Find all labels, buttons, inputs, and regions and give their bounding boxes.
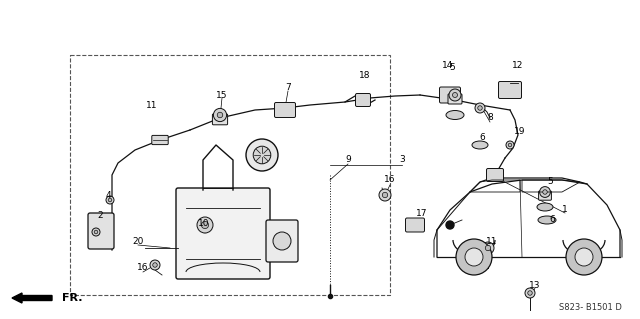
Circle shape	[482, 242, 494, 254]
Text: 1: 1	[562, 205, 568, 214]
Text: 5: 5	[449, 63, 455, 72]
Circle shape	[382, 192, 388, 198]
FancyBboxPatch shape	[152, 135, 168, 145]
Circle shape	[246, 139, 278, 171]
Text: 3: 3	[399, 155, 405, 165]
Circle shape	[485, 245, 491, 251]
Circle shape	[477, 106, 483, 110]
FancyBboxPatch shape	[539, 191, 552, 200]
Ellipse shape	[537, 203, 553, 211]
Text: 9: 9	[345, 155, 351, 165]
Circle shape	[108, 198, 112, 202]
Text: 7: 7	[285, 84, 291, 93]
Circle shape	[540, 187, 550, 197]
Text: 11: 11	[147, 100, 157, 109]
Text: 2: 2	[97, 211, 103, 219]
Text: 20: 20	[132, 238, 144, 247]
Circle shape	[452, 93, 458, 98]
Circle shape	[92, 228, 100, 236]
Circle shape	[543, 190, 547, 194]
Circle shape	[566, 239, 602, 275]
Text: 14: 14	[442, 61, 454, 70]
Circle shape	[465, 248, 483, 266]
FancyBboxPatch shape	[486, 168, 504, 182]
Circle shape	[94, 230, 98, 234]
Text: 8: 8	[487, 114, 493, 122]
Text: 16: 16	[384, 175, 396, 184]
Text: 11: 11	[486, 238, 498, 247]
Circle shape	[150, 260, 160, 270]
FancyBboxPatch shape	[266, 220, 298, 262]
Text: 4: 4	[105, 191, 111, 201]
Text: 10: 10	[198, 219, 210, 228]
Circle shape	[197, 217, 213, 233]
Text: 17: 17	[416, 209, 428, 218]
FancyBboxPatch shape	[355, 93, 371, 107]
Ellipse shape	[472, 141, 488, 149]
Text: 6: 6	[549, 216, 555, 225]
FancyBboxPatch shape	[448, 94, 462, 104]
Circle shape	[379, 189, 391, 201]
Circle shape	[213, 108, 227, 122]
Ellipse shape	[446, 110, 464, 120]
Text: 15: 15	[216, 91, 228, 100]
FancyBboxPatch shape	[275, 102, 296, 117]
Circle shape	[508, 143, 512, 147]
FancyBboxPatch shape	[406, 218, 424, 232]
FancyBboxPatch shape	[176, 188, 270, 279]
Circle shape	[273, 232, 291, 250]
Circle shape	[217, 112, 223, 118]
Circle shape	[456, 239, 492, 275]
Circle shape	[525, 288, 535, 298]
Circle shape	[253, 146, 271, 164]
Circle shape	[449, 89, 461, 101]
Circle shape	[575, 248, 593, 266]
Bar	[70, 55, 390, 295]
Circle shape	[528, 291, 532, 295]
Text: 16: 16	[137, 263, 148, 272]
Circle shape	[202, 221, 209, 229]
Text: 5: 5	[547, 177, 553, 187]
Circle shape	[153, 263, 157, 267]
FancyBboxPatch shape	[440, 87, 461, 103]
Circle shape	[506, 141, 514, 149]
Circle shape	[475, 103, 485, 113]
Text: 13: 13	[529, 280, 541, 290]
FancyBboxPatch shape	[212, 114, 228, 125]
FancyArrow shape	[12, 293, 52, 303]
Circle shape	[446, 221, 454, 229]
Ellipse shape	[538, 216, 556, 224]
FancyBboxPatch shape	[88, 213, 114, 249]
Text: S823- B1501 D: S823- B1501 D	[559, 303, 622, 312]
Text: 12: 12	[512, 61, 524, 70]
Text: FR.: FR.	[62, 293, 83, 303]
Text: 6: 6	[479, 133, 485, 143]
Text: 18: 18	[359, 71, 371, 80]
FancyBboxPatch shape	[499, 81, 522, 99]
Circle shape	[106, 196, 114, 204]
Text: 19: 19	[515, 128, 525, 137]
